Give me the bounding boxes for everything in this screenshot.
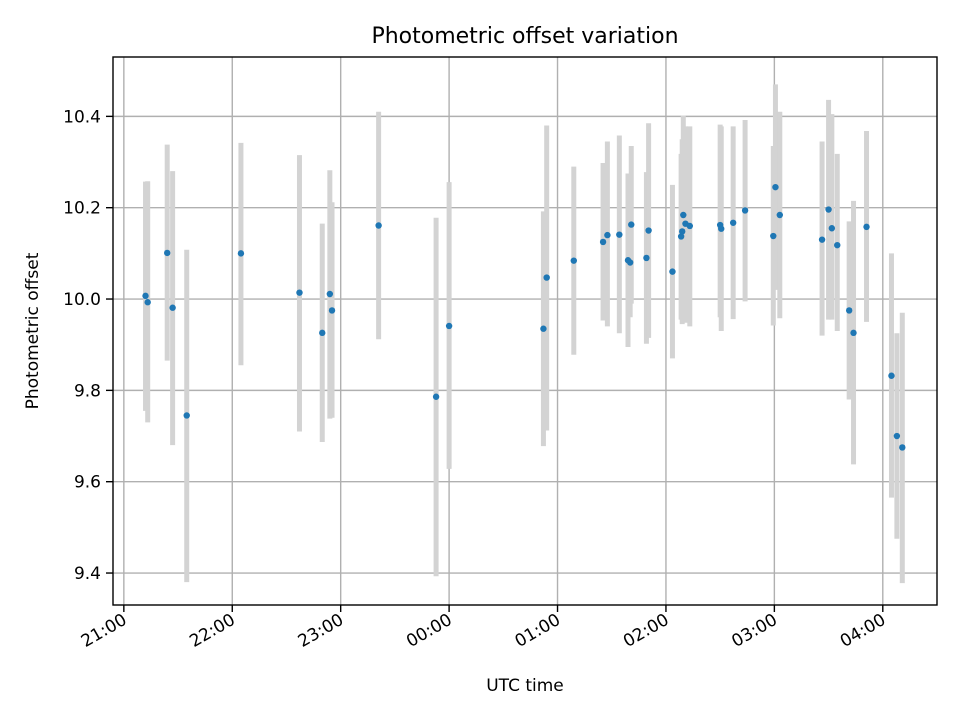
data-point bbox=[445, 322, 453, 330]
data-point bbox=[375, 222, 382, 229]
data-point bbox=[834, 241, 841, 249]
point-layer bbox=[142, 183, 906, 451]
data-point bbox=[599, 238, 607, 246]
data-point bbox=[772, 183, 779, 191]
x-axis-label: UTC time bbox=[486, 676, 564, 696]
y-tick-label: 9.8 bbox=[74, 381, 101, 401]
data-point bbox=[825, 206, 832, 213]
data-point bbox=[645, 227, 652, 234]
data-point bbox=[770, 232, 777, 240]
data-point bbox=[626, 259, 634, 266]
data-point bbox=[679, 228, 686, 235]
data-point bbox=[326, 290, 334, 298]
data-point bbox=[319, 329, 326, 337]
y-tick-label: 10.2 bbox=[63, 199, 101, 219]
data-point bbox=[543, 274, 550, 281]
data-point bbox=[164, 249, 171, 257]
x-tick-label: 02:00 bbox=[620, 610, 672, 652]
data-point bbox=[296, 289, 303, 296]
data-point bbox=[863, 223, 870, 231]
x-tick-label: 01:00 bbox=[512, 610, 564, 652]
data-point bbox=[616, 231, 623, 238]
data-point bbox=[818, 236, 826, 243]
data-point bbox=[686, 222, 693, 230]
data-point bbox=[845, 307, 853, 314]
data-point bbox=[899, 444, 906, 451]
data-point bbox=[604, 231, 611, 239]
grid-layer bbox=[113, 57, 937, 605]
x-tick-label: 22:00 bbox=[186, 610, 238, 652]
data-point bbox=[183, 412, 190, 419]
y-tick-label: 10.0 bbox=[63, 290, 101, 310]
x-axis: 21:00 22:00 23:00 00:00 01:00 02:00 03:00 04:00 bbox=[78, 605, 889, 652]
data-point bbox=[741, 207, 749, 214]
data-point bbox=[850, 329, 857, 337]
plot-frame bbox=[112, 56, 938, 606]
x-tick-label: 23:00 bbox=[295, 610, 347, 652]
data-point bbox=[570, 257, 577, 264]
data-point bbox=[893, 432, 901, 440]
y-tick-label: 10.4 bbox=[63, 107, 101, 127]
data-point bbox=[237, 250, 245, 257]
data-point bbox=[169, 304, 176, 311]
x-tick-label: 00:00 bbox=[403, 610, 455, 652]
data-point bbox=[680, 211, 687, 219]
data-point bbox=[643, 254, 650, 262]
data-point bbox=[888, 372, 895, 379]
data-point bbox=[142, 292, 149, 300]
x-tick-label: 21:00 bbox=[78, 610, 130, 652]
data-point bbox=[540, 325, 547, 332]
errorbar-layer bbox=[143, 84, 905, 584]
y-tick-label: 9.6 bbox=[74, 473, 101, 493]
chart-title: Photometric offset variation bbox=[371, 24, 678, 49]
data-point bbox=[729, 219, 737, 226]
x-tick-label: 03:00 bbox=[728, 610, 780, 652]
x-tick-label: 04:00 bbox=[837, 610, 889, 652]
data-point bbox=[718, 225, 725, 232]
data-point bbox=[669, 268, 676, 275]
data-point bbox=[776, 211, 783, 219]
data-point bbox=[628, 221, 635, 228]
y-axis-label: Photometric offset bbox=[23, 252, 43, 409]
data-point bbox=[828, 225, 836, 232]
data-point bbox=[432, 393, 440, 400]
data-point bbox=[677, 233, 685, 240]
y-axis: 9.4 9.6 9.8 10.0 10.2 10.4 bbox=[63, 107, 113, 584]
data-point bbox=[144, 299, 151, 306]
data-point bbox=[328, 307, 336, 314]
y-tick-label: 9.4 bbox=[74, 564, 101, 584]
